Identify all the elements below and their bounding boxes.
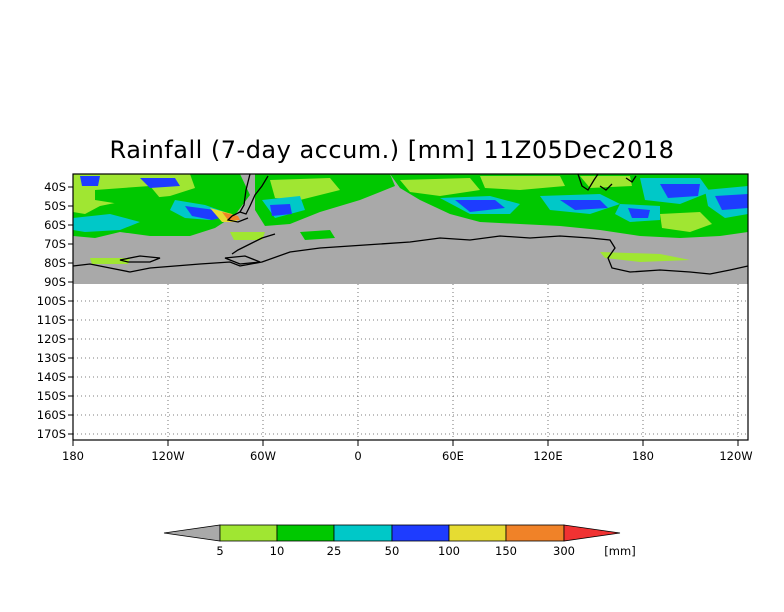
legend-label-50: 50 (385, 544, 400, 558)
legend-label-5: 5 (216, 544, 223, 558)
longitude-axis (72, 440, 739, 446)
legend-bin-25-50 (333, 524, 393, 542)
lat-label-140S: 140S (37, 370, 66, 384)
legend-unit: [mm] (604, 544, 635, 558)
rainfall-field (73, 174, 748, 264)
legend-bin-150-300 (505, 524, 565, 542)
map-frame (72, 173, 749, 441)
lon-label-120W: 120W (151, 449, 184, 463)
legend-label-150: 150 (495, 544, 517, 558)
lat-label-170S: 170S (37, 427, 66, 441)
legend-bin-10-25 (276, 524, 335, 542)
lat-label-160S: 160S (37, 408, 66, 422)
lat-label-40S: 40S (44, 180, 66, 194)
lat-label-90S: 90S (44, 275, 66, 289)
legend-bin-50-100 (391, 524, 450, 542)
lon-label-120E: 120E (533, 449, 562, 463)
longitude-gridlines (167, 284, 739, 440)
lon-label-60E: 60E (442, 449, 464, 463)
legend-label-10: 10 (270, 544, 285, 558)
lat-label-100S: 100S (37, 294, 66, 308)
lat-label-120S: 120S (37, 332, 66, 346)
lat-label-150S: 150S (37, 389, 66, 403)
lat-label-130S: 130S (37, 351, 66, 365)
lon-label-180: 180 (62, 449, 84, 463)
legend-over-triangle (563, 524, 621, 542)
lon-label-180-east: 180 (632, 449, 654, 463)
lat-label-80S: 80S (44, 256, 66, 270)
lon-label-60W: 60W (250, 449, 276, 463)
legend-bin-5-10 (219, 524, 278, 542)
lon-label-0: 0 (354, 449, 361, 463)
legend-label-100: 100 (438, 544, 460, 558)
legend-label-25: 25 (327, 544, 342, 558)
lat-label-70S: 70S (44, 237, 66, 251)
map-title: Rainfall (7-day accum.) [mm] 11Z05Dec201… (109, 136, 675, 164)
legend-label-300: 300 (553, 544, 575, 558)
lat-label-50S: 50S (44, 199, 66, 213)
latitude-axis (68, 186, 73, 435)
legend-bin-100-150 (448, 524, 507, 542)
coastlines (73, 174, 748, 275)
latitude-gridlines (73, 300, 748, 435)
legend-under-triangle (163, 524, 221, 542)
lat-label-110S: 110S (37, 313, 66, 327)
lat-label-60S: 60S (44, 218, 66, 232)
color-legend (163, 524, 621, 542)
lon-label-120W-east: 120W (719, 449, 752, 463)
